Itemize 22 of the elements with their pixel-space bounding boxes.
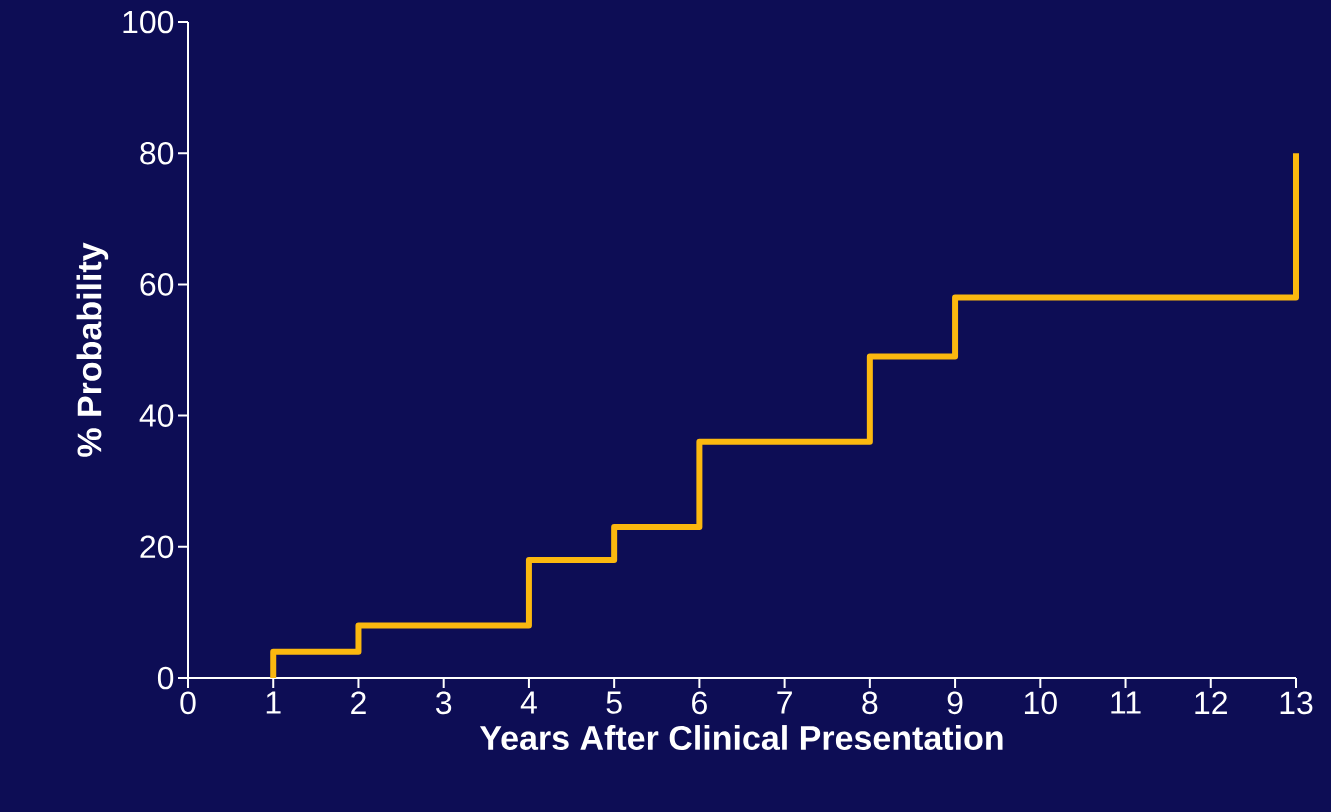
x-tick-label: 9: [947, 691, 963, 715]
x-tick-label: 6: [692, 691, 707, 715]
x-tick-label: 4: [520, 691, 537, 714]
x-axis-title: Years After Clinical Presentation: [479, 725, 1003, 751]
y-tick-label: 20: [140, 535, 174, 559]
y-tick-label: 60: [140, 273, 174, 296]
x-tick-label: 0: [180, 691, 196, 715]
y-axis-title: % Probability: [76, 242, 109, 457]
x-tick-label: 2: [351, 691, 366, 714]
x-tick-label: 8: [862, 691, 878, 715]
y-tick-label: 40: [139, 404, 174, 427]
x-tick-label: 11: [1111, 691, 1141, 714]
x-tick-label: 5: [606, 691, 622, 714]
x-tick-label: 1: [266, 691, 281, 714]
x-tick-label: 7: [777, 691, 792, 714]
y-tick-label: 100: [123, 10, 174, 34]
y-tick-label: 80: [140, 141, 174, 165]
x-tick-label: 3: [436, 691, 452, 715]
x-tick-label: 10: [1024, 691, 1057, 715]
x-tick-label: 13: [1280, 691, 1313, 715]
y-tick-label: 0: [157, 666, 174, 690]
x-tick-label: 12: [1195, 691, 1227, 714]
